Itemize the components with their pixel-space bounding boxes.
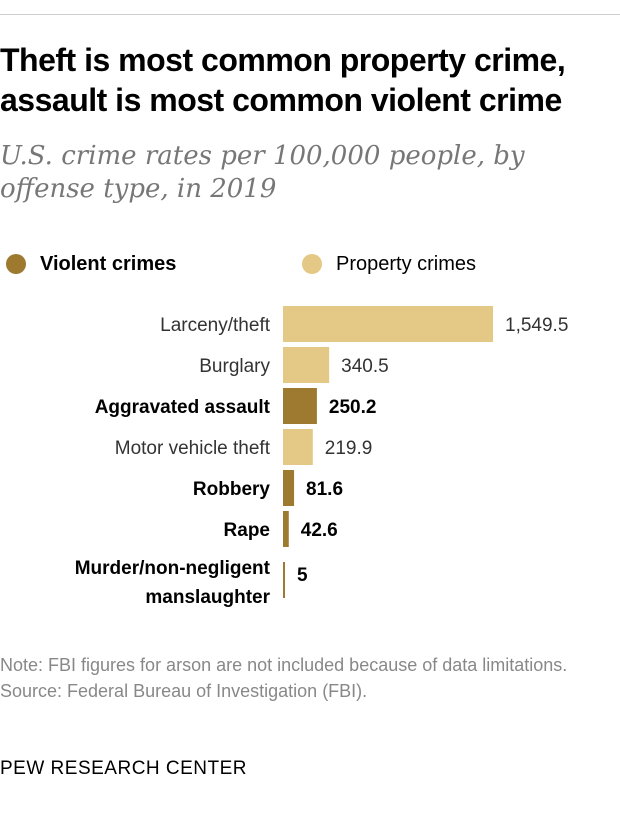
brand-name: PEW RESEARCH CENTER [0, 758, 248, 779]
value-label-aggravated-assault: 250.2 [329, 397, 377, 418]
category-label-robbery: Robbery [193, 479, 271, 500]
legend-label-property: Property crimes [336, 252, 477, 275]
bar-larceny-theft [283, 306, 493, 342]
legend: Violent crimes Property crimes [0, 250, 620, 278]
chart-source: Source: Federal Bureau of Investigation … [0, 681, 368, 701]
value-label-burglary: 340.5 [341, 356, 389, 377]
chart-subtitle: U.S. crime rates per 100,000 people, by … [0, 141, 525, 204]
legend-item-violent: Violent crimes [6, 250, 176, 278]
bar-aggravated-assault [283, 388, 317, 424]
value-label-rape: 42.6 [301, 520, 338, 541]
category-label-aggravated-assault: Aggravated assault [95, 397, 271, 418]
bar-robbery [283, 470, 295, 506]
legend-swatch-property [302, 254, 322, 274]
bar-chart: Larceny/theft 1,549.5 Burglary 340.5 Aggrava… [75, 306, 568, 608]
legend-swatch-violent [6, 254, 26, 274]
category-label-motor-vehicle-theft: Motor vehicle theft [115, 438, 271, 459]
category-label-larceny-theft: Larceny/theft [160, 315, 271, 336]
bar-motor-vehicle-theft [283, 429, 313, 465]
value-label-robbery: 81.6 [306, 479, 343, 500]
value-label-murder-non-negligent-manslaughter: 5 [297, 565, 308, 586]
category-label-rape: Rape [224, 520, 270, 541]
legend-item-property: Property crimes [302, 250, 476, 278]
bar-burglary [283, 347, 330, 383]
legend-label-violent: Violent crimes [40, 252, 177, 275]
chart-title: Theft is most common property crime, ass… [0, 42, 566, 118]
category-label-burglary: Burglary [199, 356, 270, 377]
value-label-motor-vehicle-theft: 219.9 [325, 438, 373, 459]
bar-murder-non-negligent-manslaughter [283, 562, 285, 598]
top-rule [0, 14, 620, 15]
footer: Note: FBI figures for arson are not incl… [0, 652, 615, 704]
bar-rape [283, 511, 289, 547]
category-label-murder-non-negligent-manslaughter: Murder/non-negligent manslaughter [75, 558, 271, 608]
chart-note: Note: FBI figures for arson are not incl… [0, 655, 568, 675]
value-label-larceny-theft: 1,549.5 [505, 315, 568, 336]
